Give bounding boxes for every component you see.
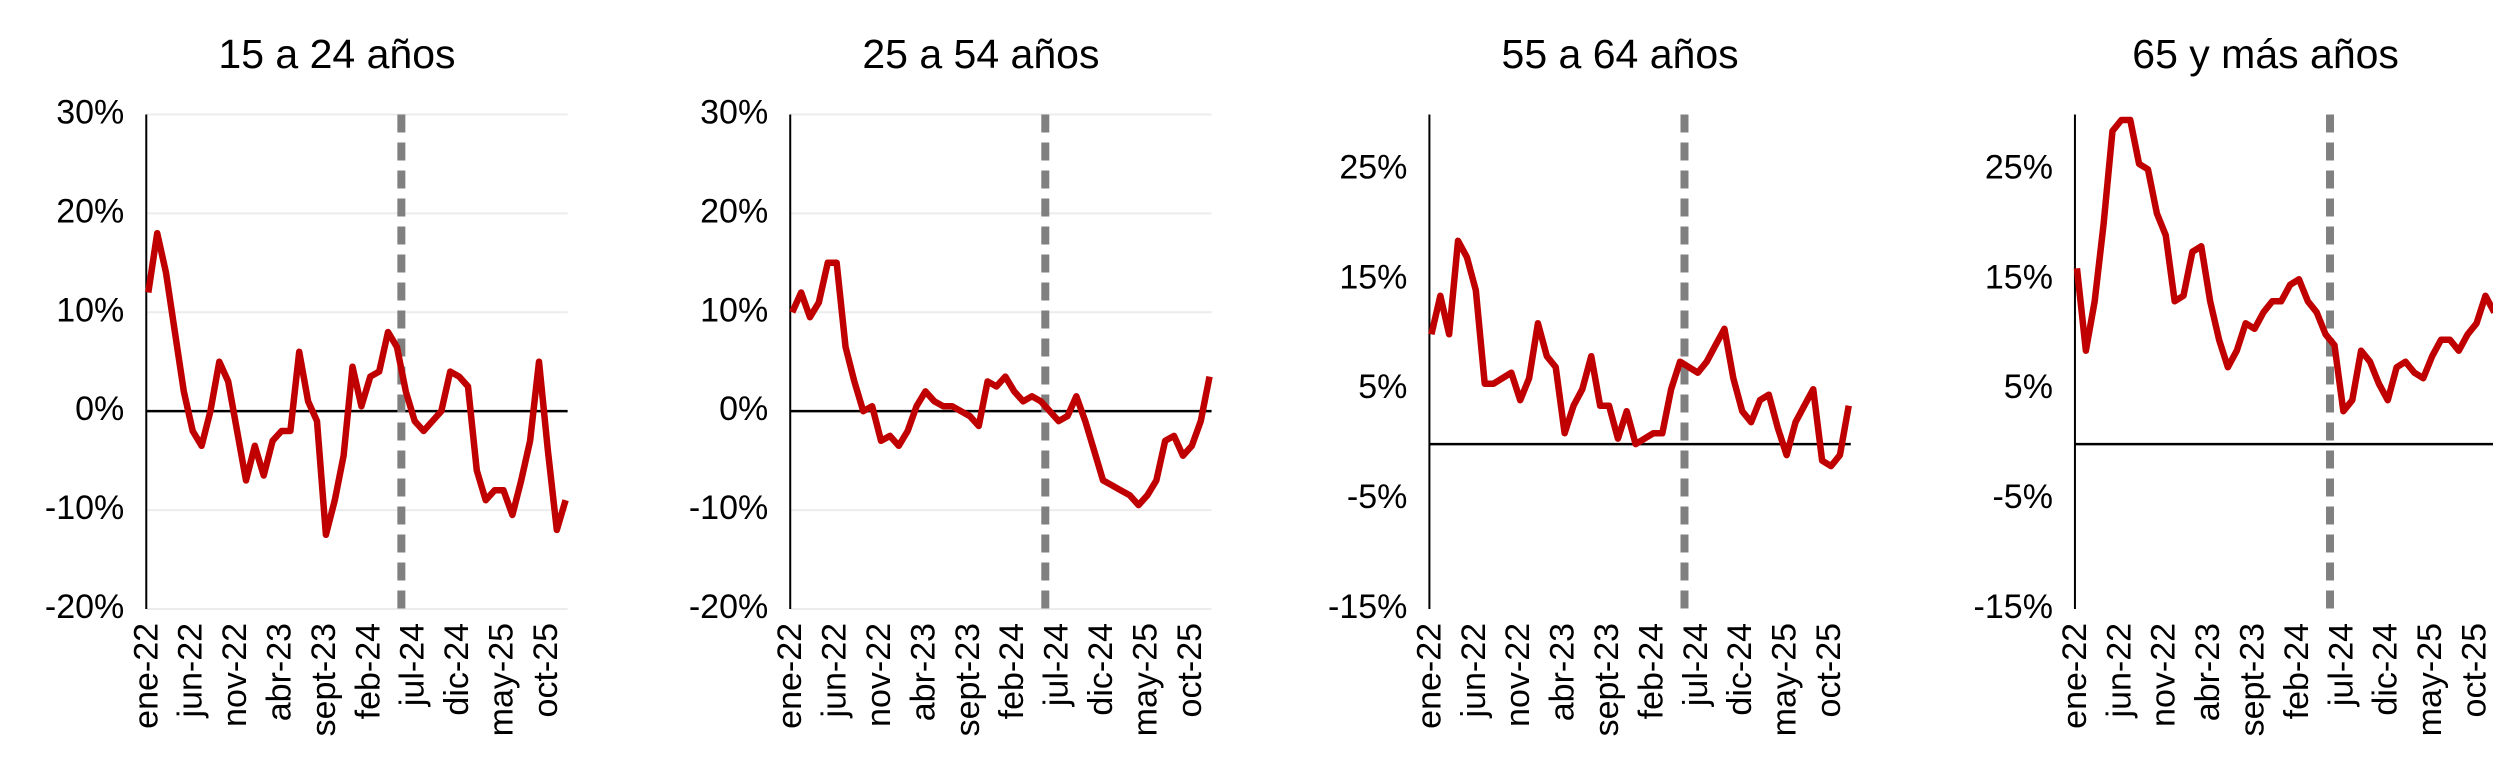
- x-tick-label: abr-23: [2189, 623, 2227, 721]
- x-tick-label: oct-25: [527, 623, 565, 718]
- x-tick-label: nov-22: [216, 623, 254, 727]
- x-tick-label: dic-24: [438, 623, 476, 716]
- chart-title: 25 a 54 años: [862, 31, 1099, 77]
- x-tick-label: feb-24: [993, 623, 1031, 719]
- y-tick-label: -15%: [1974, 588, 2053, 626]
- x-tick-label: nov-22: [1499, 623, 1537, 727]
- x-tick-label: ene-22: [1410, 623, 1448, 729]
- x-tick-label: may-25: [1766, 623, 1804, 736]
- y-tick-label: 5%: [2004, 368, 2053, 406]
- x-tick-label: sept-23: [2234, 623, 2272, 736]
- y-tick-label: 0%: [75, 390, 124, 428]
- y-tick-label: 20%: [56, 192, 124, 230]
- y-tick-label: 10%: [700, 291, 768, 329]
- y-tick-label: 30%: [56, 93, 124, 131]
- x-tick-label: jul-24: [1038, 623, 1076, 707]
- x-tick-label: dic-24: [1082, 623, 1120, 716]
- data-line: [2073, 116, 2493, 415]
- data-line: [789, 259, 1213, 509]
- x-tick-label: feb-24: [2278, 623, 2316, 719]
- y-tick-label: -20%: [45, 588, 124, 626]
- x-tick-label: abr-23: [904, 623, 942, 721]
- x-tick-label: feb-24: [349, 623, 387, 719]
- x-tick-label: dic-24: [2367, 623, 2405, 716]
- data-line: [1428, 237, 1852, 470]
- x-tick-label: oct-25: [1810, 623, 1848, 718]
- x-tick-label: jun-22: [172, 623, 210, 719]
- x-tick-label: feb-24: [1632, 623, 1670, 719]
- x-tick-label: jul-24: [1677, 623, 1715, 707]
- x-tick-label: abr-23: [260, 623, 298, 721]
- x-tick-label: oct-25: [1171, 623, 1209, 718]
- y-tick-label: 10%: [56, 291, 124, 329]
- x-tick-label: nov-22: [860, 623, 898, 727]
- y-tick-label: 5%: [1358, 368, 1407, 406]
- y-tick-label: 25%: [1339, 148, 1407, 186]
- x-tick-label: sept-23: [1588, 623, 1626, 736]
- x-tick-label: oct-25: [2456, 623, 2493, 718]
- chart-title: 55 a 64 años: [1502, 31, 1739, 77]
- y-tick-label: -15%: [1328, 588, 1407, 626]
- y-tick-label: 15%: [1985, 258, 2053, 296]
- y-tick-label: -5%: [1992, 478, 2052, 516]
- data-line: [145, 229, 569, 539]
- x-tick-label: sept-23: [949, 623, 987, 736]
- chart-title: 65 y más años: [2132, 31, 2399, 77]
- x-tick-label: ene-22: [2056, 623, 2094, 729]
- y-tick-label: -20%: [689, 588, 768, 626]
- y-tick-label: -5%: [1347, 478, 1407, 516]
- x-tick-label: jul-24: [2322, 623, 2360, 707]
- x-tick-label: abr-23: [1544, 623, 1582, 721]
- x-tick-label: jul-24: [394, 623, 432, 707]
- x-tick-label: ene-22: [127, 623, 165, 729]
- chart-title: 15 a 24 años: [218, 31, 455, 77]
- x-tick-label: may-25: [2411, 623, 2449, 736]
- panel: 15 a 24 años -20% -10% 0% 10% 20% 30% ene-22 jun…: [45, 31, 569, 736]
- y-tick-label: -10%: [45, 489, 124, 527]
- y-tick-label: 0%: [719, 390, 768, 428]
- x-tick-label: nov-22: [2145, 623, 2183, 727]
- y-tick-label: 25%: [1985, 148, 2053, 186]
- x-tick-label: jun-22: [1455, 623, 1493, 719]
- x-tick-label: dic-24: [1721, 623, 1759, 716]
- y-tick-label: 30%: [700, 93, 768, 131]
- x-tick-label: sept-23: [305, 623, 343, 736]
- y-tick-label: 15%: [1339, 258, 1407, 296]
- panel: 25 a 54 años -20% -10% 0% 10% 20% 30% ene-22 jun…: [689, 31, 1213, 736]
- x-tick-label: may-25: [482, 623, 520, 736]
- y-tick-label: 20%: [700, 192, 768, 230]
- x-tick-label: may-25: [1126, 623, 1164, 736]
- panel: 55 a 64 años -15% -5% 5% 15% 25% ene-22 jun-22 n…: [1328, 31, 1852, 736]
- x-tick-label: jun-22: [2100, 623, 2138, 719]
- y-tick-label: -10%: [689, 489, 768, 527]
- x-tick-label: ene-22: [771, 623, 809, 729]
- x-tick-label: jun-22: [816, 623, 854, 719]
- panel: 65 y más años -15% -5% 5% 15% 25% ene-22 jun-22…: [1974, 31, 2493, 736]
